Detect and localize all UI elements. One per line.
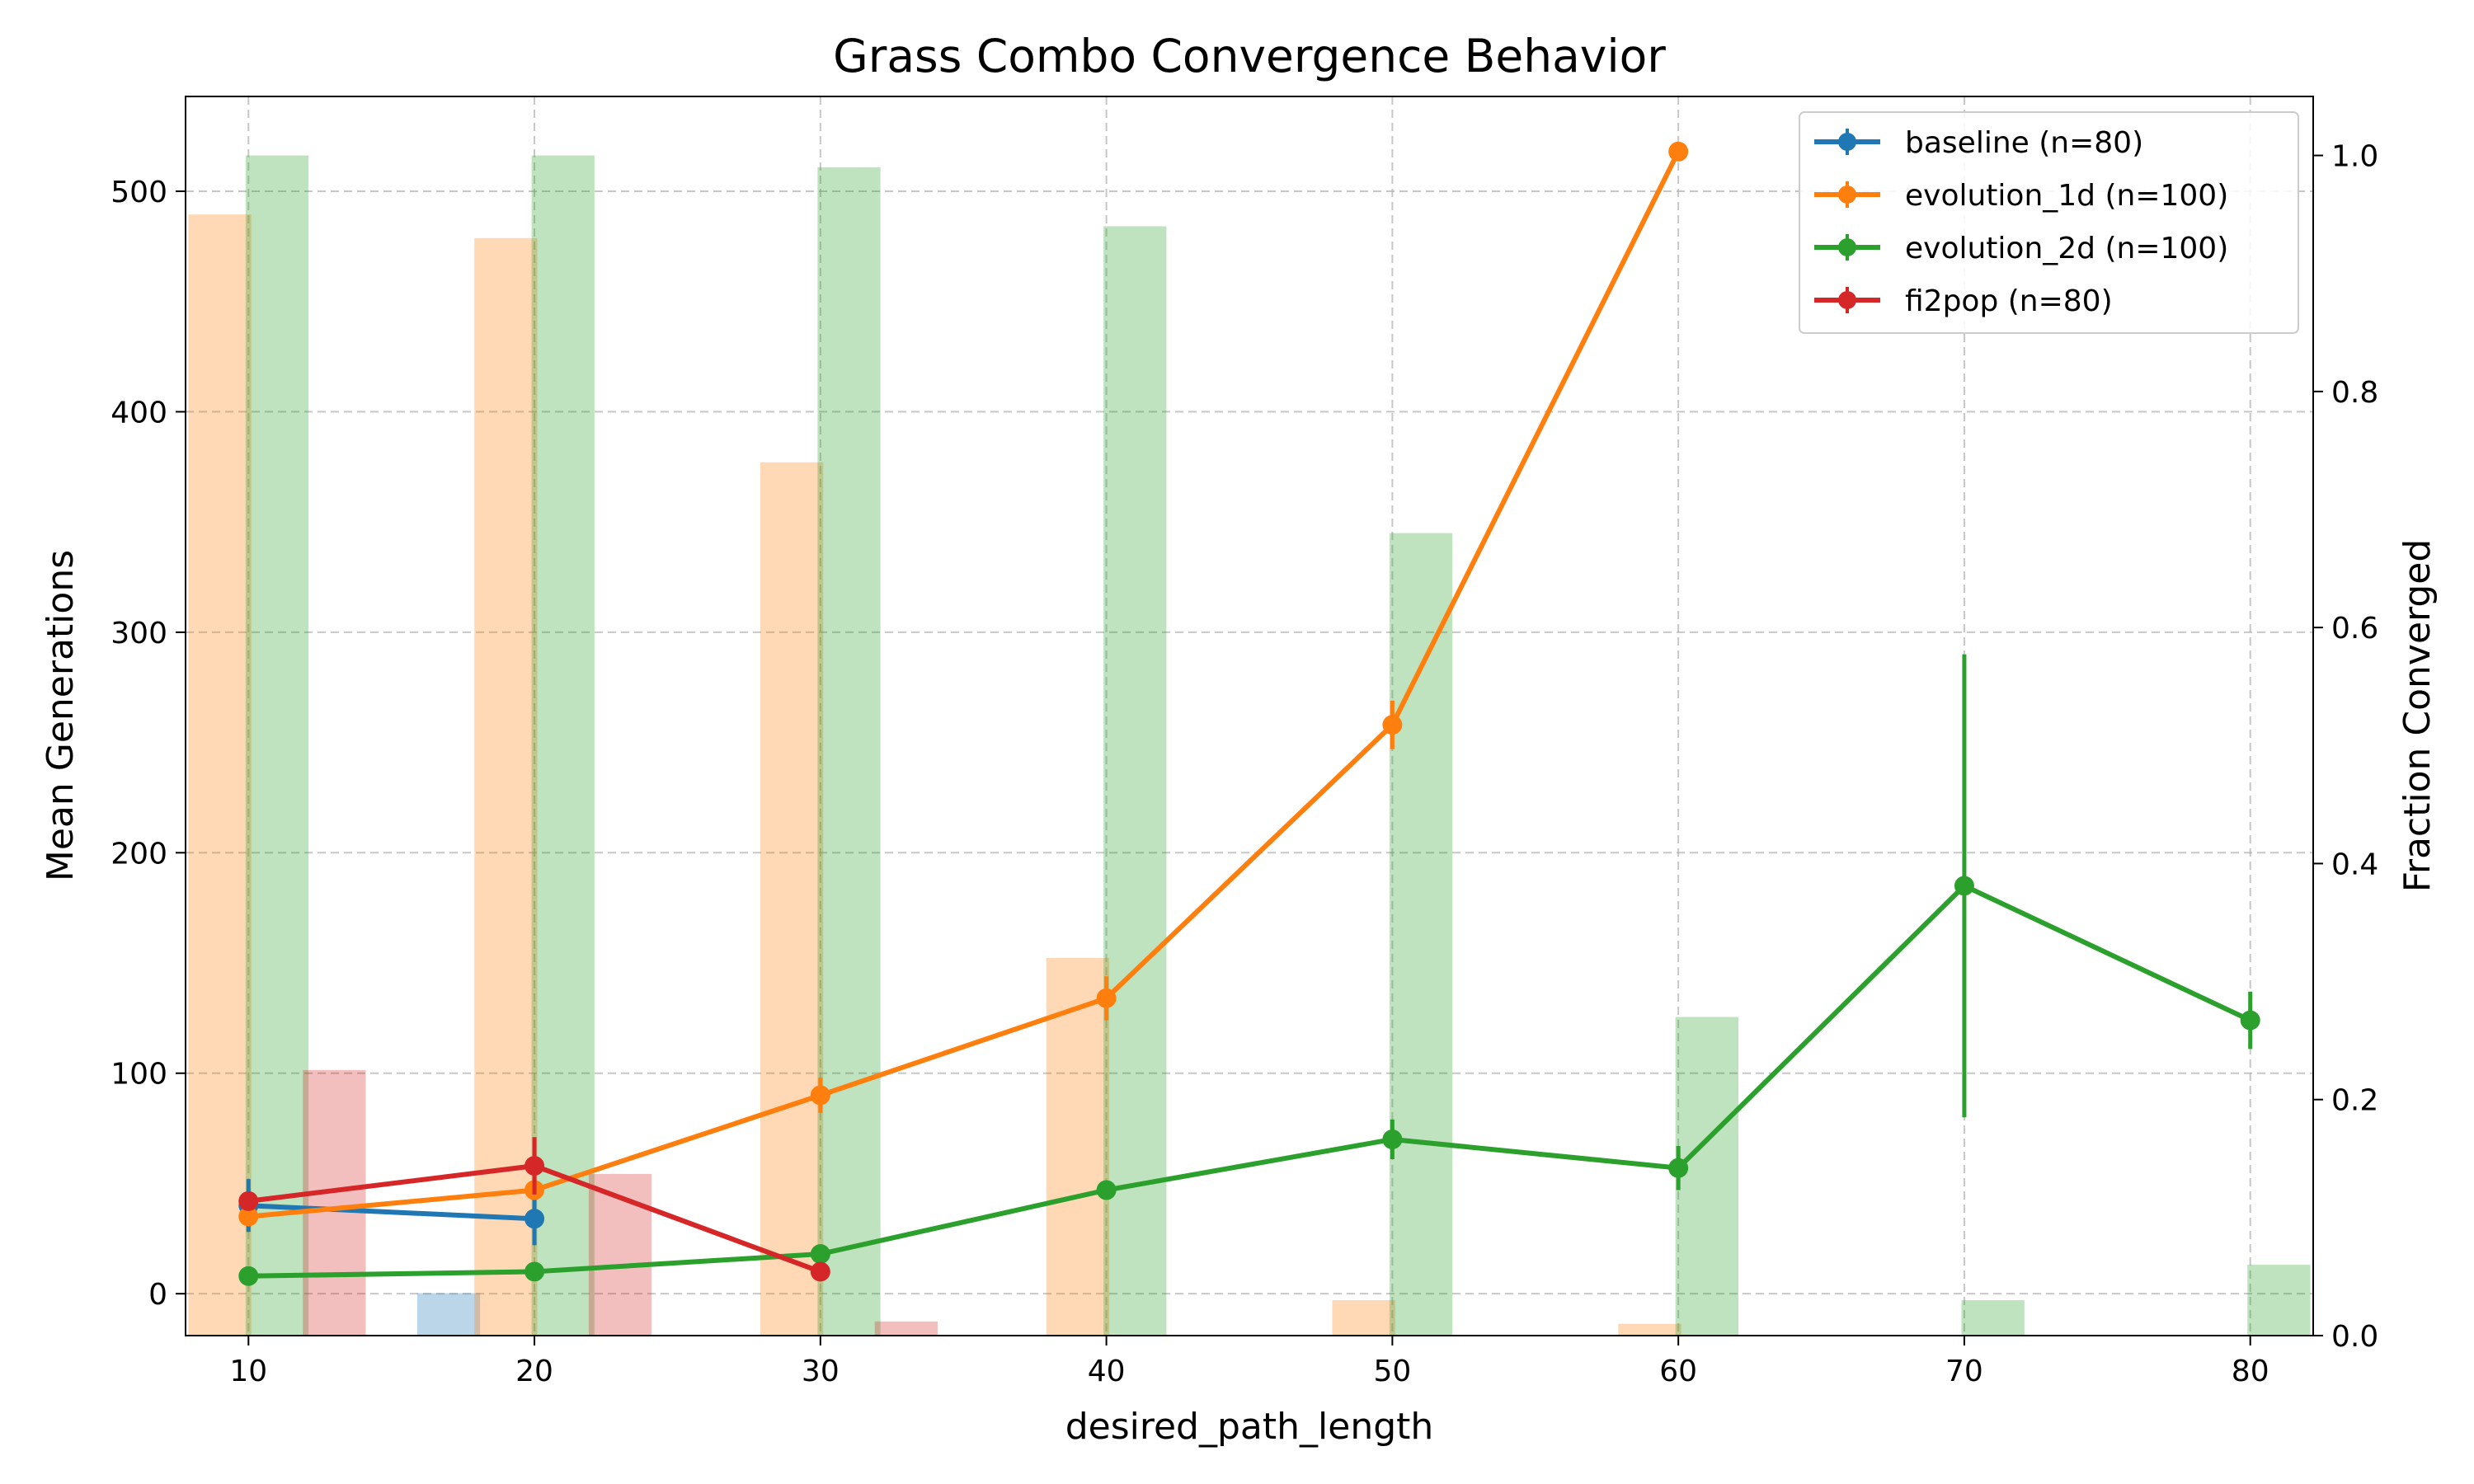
legend-swatch-marker <box>1838 238 1856 256</box>
data-point <box>1382 715 1403 735</box>
data-point <box>1668 1158 1689 1178</box>
fraction-bar <box>245 155 309 1336</box>
y-axis-label: Mean Generations <box>40 550 82 881</box>
fraction-bar <box>1675 1017 1738 1336</box>
x-tick-label: 30 <box>802 1355 840 1388</box>
y2-tick-label: 0.6 <box>2331 612 2378 646</box>
plot-frame <box>185 96 2314 1336</box>
x-tick-label: 20 <box>515 1355 553 1388</box>
legend-label: baseline (n=80) <box>1905 126 2143 160</box>
fraction-bar <box>474 237 538 1336</box>
series-line <box>248 150 1681 1219</box>
legend-label: fi2pop (n=80) <box>1905 284 2113 318</box>
x-tick-label: 10 <box>229 1355 267 1388</box>
fraction-bar <box>588 1173 652 1336</box>
series-line <box>248 1203 535 1222</box>
data-point <box>238 1266 259 1286</box>
fraction-bar <box>760 462 824 1336</box>
data-point <box>1096 988 1117 1008</box>
fraction-bar <box>1618 1323 1681 1336</box>
y2-tick-label: 1.0 <box>2331 140 2378 174</box>
data-point <box>238 1206 259 1227</box>
data-point <box>810 1085 830 1106</box>
fraction-bar <box>1332 1300 1395 1336</box>
fraction-bar <box>874 1321 938 1336</box>
legend-swatch-marker <box>1838 133 1856 151</box>
fraction-bar <box>303 1069 366 1336</box>
data-point <box>1668 141 1689 162</box>
data-point <box>810 1261 830 1282</box>
fraction-bar <box>1961 1300 2025 1336</box>
y-tick-label: 500 <box>111 176 167 209</box>
fraction-bar <box>1046 957 1110 1336</box>
y-tick-label: 100 <box>111 1058 167 1092</box>
fraction-bar <box>416 1293 481 1336</box>
legend-label: evolution_1d (n=100) <box>1905 179 2228 213</box>
fraction-bar <box>2247 1265 2311 1336</box>
y-tick-label: 200 <box>111 837 167 871</box>
data-point <box>238 1190 259 1211</box>
fraction-bar <box>1103 226 1167 1336</box>
x-tick-label: 60 <box>1659 1355 1697 1388</box>
x-tick-label: 40 <box>1088 1355 1126 1388</box>
data-point <box>524 1209 545 1229</box>
legend-swatch-marker <box>1838 291 1856 309</box>
legend: baseline (n=80) evolution_1d (n=100) evolu… <box>1799 111 2299 334</box>
y2-tick-label: 0.0 <box>2331 1320 2378 1354</box>
fraction-bar <box>817 167 881 1336</box>
y2-axis-label: Fraction Converged <box>2396 539 2439 893</box>
data-point <box>524 1156 545 1176</box>
data-point <box>1382 1129 1403 1149</box>
y2-tick-label: 0.8 <box>2331 376 2378 410</box>
fraction-bar <box>188 214 252 1336</box>
fraction-bar <box>531 155 595 1336</box>
data-point <box>524 1261 545 1282</box>
y-tick-label: 400 <box>111 396 167 430</box>
x-tick-label: 50 <box>1373 1355 1411 1388</box>
y2-tick-label: 0.2 <box>2331 1084 2378 1118</box>
chart-title: Grass Combo Convergence Behavior <box>833 30 1666 82</box>
data-point <box>1096 1180 1117 1200</box>
legend-label: evolution_2d (n=100) <box>1905 232 2228 265</box>
data-point <box>2240 1010 2260 1031</box>
legend-swatch-marker <box>1838 186 1856 204</box>
legend-box <box>1799 111 2299 334</box>
y2-tick-label: 0.4 <box>2331 848 2378 881</box>
series-line <box>248 883 2251 1279</box>
fraction-bar <box>1389 533 1453 1336</box>
data-point <box>1954 876 1974 896</box>
data-point <box>810 1244 830 1265</box>
y-tick-label: 300 <box>111 617 167 650</box>
x-tick-label: 80 <box>2232 1355 2269 1388</box>
x-tick-label: 70 <box>1945 1355 1983 1388</box>
x-axis-label: desired_path_length <box>1065 1406 1434 1448</box>
y-tick-label: 0 <box>148 1278 167 1312</box>
